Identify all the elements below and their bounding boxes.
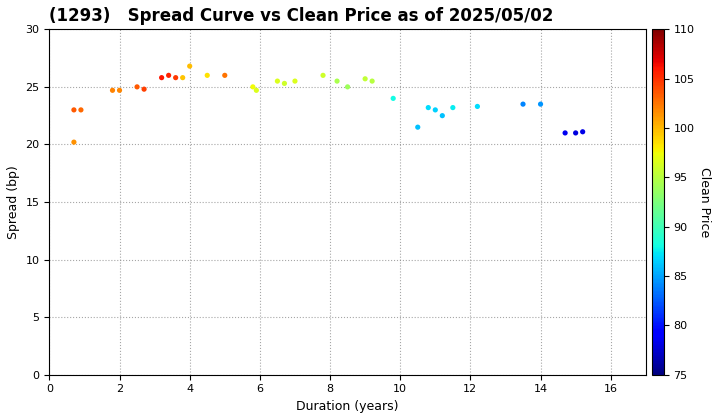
Point — [138, 86, 150, 92]
Point — [577, 129, 588, 135]
Point — [202, 72, 213, 79]
Point — [447, 104, 459, 111]
Point — [170, 74, 181, 81]
Point — [570, 129, 582, 136]
Point — [331, 78, 343, 84]
Point — [271, 78, 283, 84]
Point — [156, 74, 167, 81]
Y-axis label: Clean Price: Clean Price — [698, 167, 711, 237]
Text: (1293)   Spread Curve vs Clean Price as of 2025/05/02: (1293) Spread Curve vs Clean Price as of… — [50, 7, 554, 25]
Point — [68, 107, 80, 113]
Point — [163, 72, 174, 79]
Point — [131, 84, 143, 90]
Point — [366, 78, 378, 84]
Point — [412, 124, 423, 131]
Point — [342, 84, 354, 90]
Point — [68, 139, 80, 145]
Point — [251, 87, 262, 94]
Point — [184, 63, 195, 69]
Point — [387, 95, 399, 102]
Point — [247, 84, 258, 90]
Point — [436, 112, 448, 119]
Point — [517, 101, 528, 108]
Point — [430, 107, 441, 113]
Point — [423, 104, 434, 111]
Point — [318, 72, 329, 79]
Point — [472, 103, 483, 110]
Point — [177, 74, 189, 81]
X-axis label: Duration (years): Duration (years) — [297, 400, 399, 413]
Point — [219, 72, 230, 79]
Point — [559, 129, 571, 136]
Point — [279, 80, 290, 87]
Y-axis label: Spread (bp): Spread (bp) — [7, 165, 20, 239]
Point — [359, 76, 371, 82]
Point — [75, 107, 86, 113]
Point — [107, 87, 118, 94]
Point — [535, 101, 546, 108]
Point — [114, 87, 125, 94]
Point — [289, 78, 301, 84]
